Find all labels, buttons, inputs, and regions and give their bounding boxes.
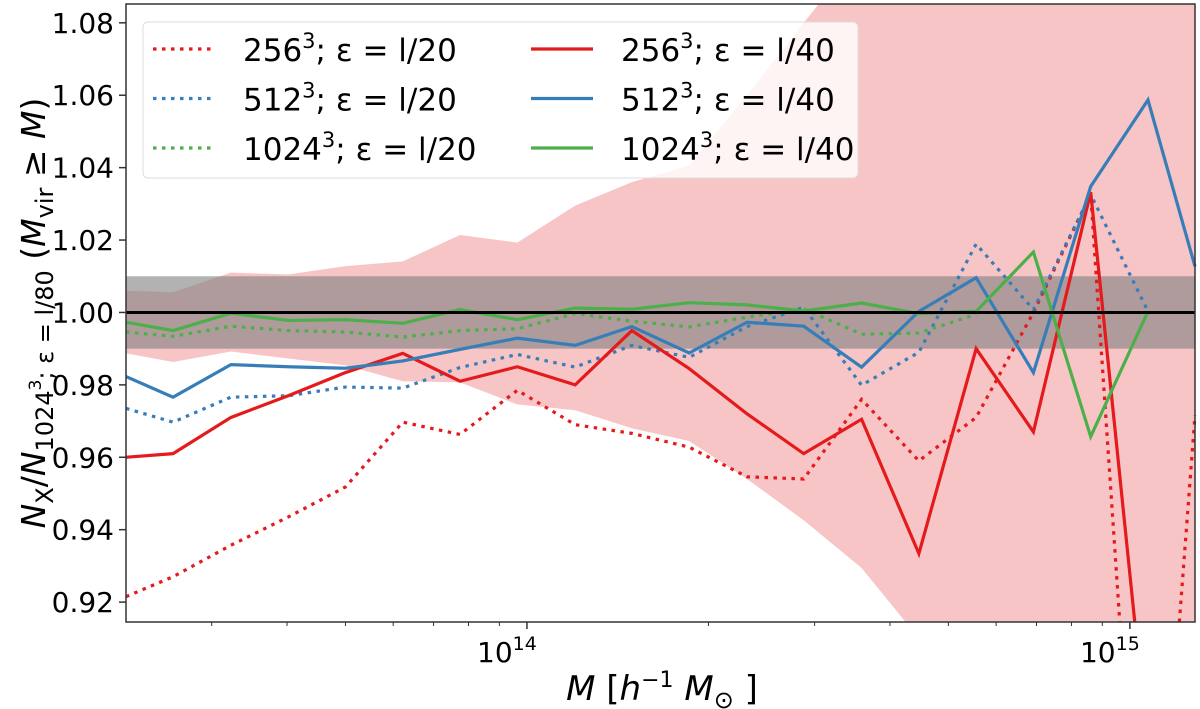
legend-label-3: 2563; ε = l/40 (621, 29, 835, 69)
legend-label-4: 5123; ε = l/40 (621, 79, 835, 119)
y-tick-label: 0.98 (52, 369, 114, 402)
legend-label-1: 5123; ε = l/20 (243, 79, 457, 119)
legend-box (142, 21, 859, 179)
series-line-4 (125, 96, 1197, 399)
series-line-0 (1177, 415, 1197, 623)
axes: 0.92 0.94 0.96 0.98 1.00 1.02 1.04 1.06 1.08 1014… (52, 7, 1140, 669)
y-tick-label: 0.92 (52, 586, 114, 619)
x-axis-label: M [h−1 M⊙ ] (566, 668, 758, 709)
plot-area (125, 4, 1197, 623)
y-tick-label: 0.94 (52, 514, 114, 547)
y-tick-label: 1.02 (52, 224, 114, 257)
y-tick-label: 1.04 (52, 152, 114, 185)
legend-label-2: 10243; ε = l/20 (243, 128, 477, 168)
series-line-2 (125, 307, 977, 339)
legend: 2563; ε = l/20 5123; ε = l/20 10243; ε = l… (142, 21, 859, 179)
y-tick-label: 1.00 (52, 296, 114, 329)
x-tick-label: 1014 (477, 633, 537, 669)
y-axis-label: NX/N10243; ε = l/80 (Mvir ≥ M) (14, 98, 59, 529)
legend-label-5: 10243; ε = l/40 (621, 128, 855, 168)
y-tick-label: 0.96 (52, 441, 114, 474)
x-tick-label: 1015 (1080, 633, 1140, 669)
legend-label-0: 2563; ε = l/20 (243, 29, 457, 69)
y-tick-label: 1.06 (52, 79, 114, 112)
y-tick-label: 1.08 (52, 7, 114, 40)
